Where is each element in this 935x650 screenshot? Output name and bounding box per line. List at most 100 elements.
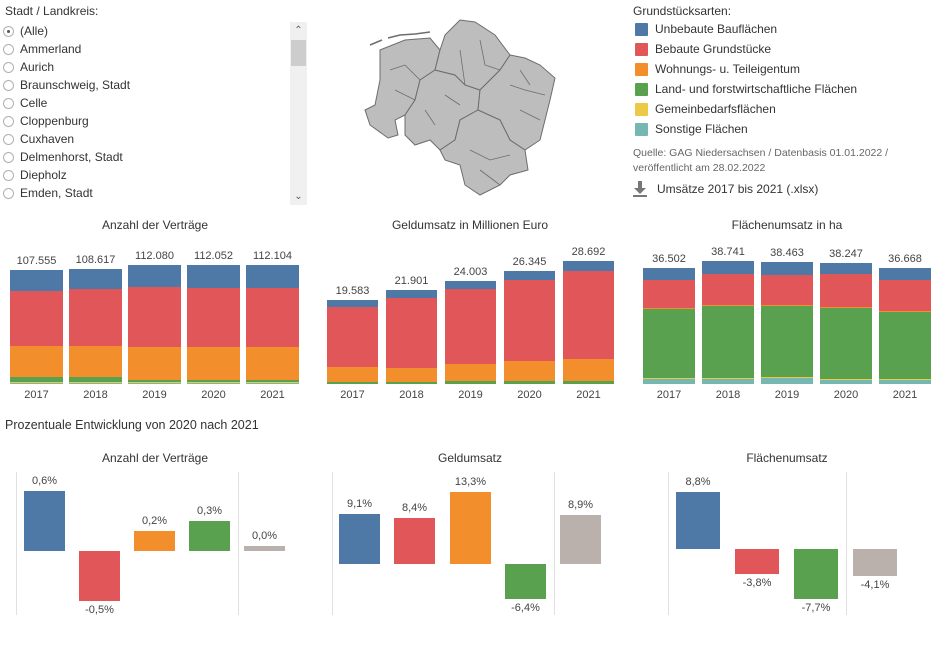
- bar-segment-unbebaute-bauflächen[interactable]: [761, 261, 813, 275]
- bar-segment-gemeinbedarfsflächen[interactable]: [10, 382, 63, 384]
- change-bar[interactable]: [189, 521, 230, 551]
- bar-segment-land-und-forstwirtschaftliche-flächen[interactable]: [761, 305, 813, 378]
- radio-option[interactable]: Celle: [3, 94, 47, 112]
- bar-segment-land-und-forstwirtschaftliche-flächen[interactable]: [879, 311, 931, 380]
- bar-segment-unbebaute-bauflächen[interactable]: [643, 268, 695, 281]
- bar-segment-unbebaute-bauflächen[interactable]: [246, 265, 299, 288]
- radio-option[interactable]: Cuxhaven: [3, 130, 74, 148]
- bar-segment-wohnungs-u-teileigentum[interactable]: [10, 346, 63, 377]
- change-bar[interactable]: [339, 514, 380, 564]
- radio-option[interactable]: Delmenhorst, Stadt: [3, 148, 123, 166]
- niedersachsen-map[interactable]: [360, 10, 560, 200]
- bar-segment-bebaute-grundstücke[interactable]: [563, 270, 614, 359]
- bar-segment-bebaute-grundstücke[interactable]: [820, 274, 872, 308]
- radio-button[interactable]: [3, 79, 14, 91]
- bar-segment-unbebaute-bauflächen[interactable]: [187, 265, 240, 288]
- bar-segment-unbebaute-bauflächen[interactable]: [702, 261, 754, 274]
- change-bar[interactable]: [450, 491, 491, 564]
- radio-button[interactable]: [3, 187, 14, 199]
- change-bar[interactable]: [244, 546, 285, 551]
- radio-option[interactable]: (Alle): [3, 22, 48, 40]
- bar-segment-unbebaute-bauflächen[interactable]: [504, 271, 555, 281]
- legend-item[interactable]: Sonstige Flächen: [635, 121, 748, 137]
- bar-segment-wohnungs-u-teileigentum[interactable]: [643, 308, 695, 310]
- bar-segment-wohnungs-u-teileigentum[interactable]: [445, 363, 496, 382]
- bar-segment-land-und-forstwirtschaftliche-flächen[interactable]: [820, 307, 872, 380]
- legend-item[interactable]: Unbebaute Bauflächen: [635, 21, 777, 37]
- bar-segment-gemeinbedarfsflächen[interactable]: [879, 379, 931, 381]
- bar-segment-sonstige-flächen[interactable]: [69, 382, 122, 384]
- scroll-up-icon[interactable]: ⌃: [294, 25, 303, 36]
- legend-item[interactable]: Gemeinbedarfsflächen: [635, 101, 776, 117]
- radio-button[interactable]: [3, 61, 14, 73]
- legend-item[interactable]: Bebaute Grundstücke: [635, 41, 771, 57]
- bar-segment-unbebaute-bauflächen[interactable]: [327, 300, 378, 308]
- bar-segment-bebaute-grundstücke[interactable]: [246, 287, 299, 347]
- bar-segment-unbebaute-bauflächen[interactable]: [10, 269, 63, 291]
- bar-segment-land-und-forstwirtschaftliche-flächen[interactable]: [445, 381, 496, 384]
- district-radio-list[interactable]: (Alle) Ammerland Aurich Braunschweig, Stadt…: [3, 22, 308, 205]
- radio-button[interactable]: [3, 115, 14, 127]
- bar-segment-unbebaute-bauflächen[interactable]: [820, 262, 872, 275]
- bar-segment-gemeinbedarfsflächen[interactable]: [702, 378, 754, 380]
- bar-segment-land-und-forstwirtschaftliche-flächen[interactable]: [702, 305, 754, 379]
- map-region-east[interactable]: [477, 54, 556, 151]
- bar-segment-bebaute-grundstücke[interactable]: [69, 288, 122, 347]
- radio-button[interactable]: [3, 97, 14, 109]
- change-bar[interactable]: [560, 515, 601, 564]
- bar-segment-wohnungs-u-teileigentum[interactable]: [187, 347, 240, 380]
- radio-option[interactable]: Aurich: [3, 58, 54, 76]
- download-link[interactable]: Umsätze 2017 bis 2021 (.xlsx): [633, 181, 818, 197]
- bar-segment-wohnungs-u-teileigentum[interactable]: [246, 346, 299, 380]
- radio-option[interactable]: Diepholz: [3, 166, 67, 184]
- filter-scrollbar[interactable]: ⌃ ⌄: [290, 22, 307, 205]
- bar-segment-land-und-forstwirtschaftliche-flächen[interactable]: [643, 309, 695, 379]
- bar-segment-wohnungs-u-teileigentum[interactable]: [761, 305, 813, 307]
- bar-segment-sonstige-flächen[interactable]: [643, 378, 695, 384]
- map-region-west[interactable]: [364, 37, 441, 139]
- bar-segment-wohnungs-u-teileigentum[interactable]: [128, 346, 181, 380]
- bar-segment-bebaute-grundstücke[interactable]: [327, 307, 378, 367]
- bar-segment-unbebaute-bauflächen[interactable]: [879, 267, 931, 281]
- bar-segment-bebaute-grundstücke[interactable]: [879, 280, 931, 312]
- bar-segment-wohnungs-u-teileigentum[interactable]: [563, 358, 614, 382]
- bar-segment-wohnungs-u-teileigentum[interactable]: [820, 307, 872, 309]
- bar-segment-sonstige-flächen[interactable]: [761, 378, 813, 384]
- bar-segment-bebaute-grundstücke[interactable]: [504, 280, 555, 362]
- bar-segment-sonstige-flächen[interactable]: [820, 380, 872, 384]
- bar-segment-land-und-forstwirtschaftliche-flächen[interactable]: [10, 376, 63, 383]
- bar-segment-land-und-forstwirtschaftliche-flächen[interactable]: [563, 381, 614, 384]
- bar-segment-bebaute-grundstücke[interactable]: [10, 290, 63, 347]
- bar-segment-bebaute-grundstücke[interactable]: [187, 287, 240, 347]
- radio-button[interactable]: [3, 151, 14, 163]
- scroll-thumb[interactable]: [291, 40, 306, 66]
- bar-segment-gemeinbedarfsflächen[interactable]: [187, 382, 240, 384]
- bar-segment-sonstige-flächen[interactable]: [702, 378, 754, 384]
- bar-segment-bebaute-grundstücke[interactable]: [761, 274, 813, 306]
- bar-segment-wohnungs-u-teileigentum[interactable]: [504, 361, 555, 382]
- radio-option[interactable]: Emden, Stadt: [3, 184, 93, 202]
- bar-segment-land-und-forstwirtschaftliche-flächen[interactable]: [504, 381, 555, 384]
- bar-segment-land-und-forstwirtschaftliche-flächen[interactable]: [187, 380, 240, 383]
- bar-segment-sonstige-flächen[interactable]: [187, 382, 240, 384]
- change-bar[interactable]: [794, 549, 838, 600]
- bar-segment-bebaute-grundstücke[interactable]: [702, 273, 754, 306]
- change-bar[interactable]: [505, 564, 546, 599]
- bar-segment-gemeinbedarfsflächen[interactable]: [128, 382, 181, 384]
- bar-segment-bebaute-grundstücke[interactable]: [643, 280, 695, 309]
- bar-segment-unbebaute-bauflächen[interactable]: [386, 290, 437, 299]
- bar-segment-wohnungs-u-teileigentum[interactable]: [879, 311, 931, 313]
- bar-segment-unbebaute-bauflächen[interactable]: [128, 265, 181, 287]
- change-bar[interactable]: [394, 518, 435, 564]
- bar-segment-gemeinbedarfsflächen[interactable]: [820, 379, 872, 381]
- bar-segment-bebaute-grundstücke[interactable]: [445, 289, 496, 364]
- bar-segment-wohnungs-u-teileigentum[interactable]: [69, 346, 122, 377]
- bar-segment-land-und-forstwirtschaftliche-flächen[interactable]: [386, 381, 437, 384]
- change-bar[interactable]: [79, 551, 120, 601]
- legend-item[interactable]: Wohnungs- u. Teileigentum: [635, 61, 800, 77]
- bar-segment-sonstige-flächen[interactable]: [128, 382, 181, 384]
- change-bar[interactable]: [853, 549, 897, 576]
- legend-item[interactable]: Land- und forstwirtschaftliche Flächen: [635, 81, 857, 97]
- radio-button[interactable]: [3, 43, 14, 55]
- bar-segment-land-und-forstwirtschaftliche-flächen[interactable]: [128, 379, 181, 383]
